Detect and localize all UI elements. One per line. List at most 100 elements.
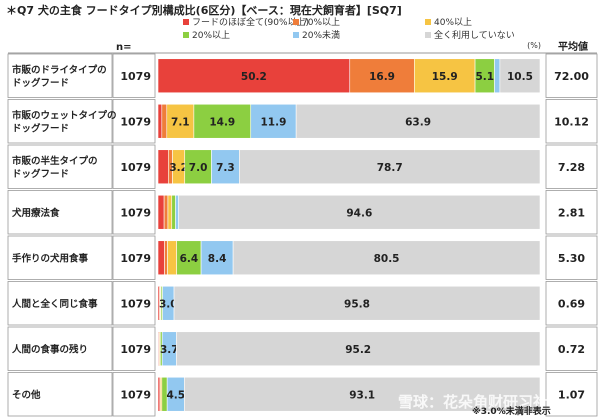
avg-cell (545, 235, 598, 280)
row-n: 1079 (120, 388, 151, 401)
bar-segment (184, 376, 541, 412)
bar-segment (157, 240, 165, 276)
footnote: ※3.0%未満非表示 (472, 405, 551, 417)
row-label: ドッグフード (12, 168, 69, 180)
legend-label: 20%未満 (302, 29, 340, 41)
legend-label: 全く利用していない (434, 29, 515, 41)
bar-segment (164, 240, 168, 276)
bar-segment (176, 240, 202, 276)
segment-label: 3.0 (159, 298, 178, 310)
row-average: 5.30 (558, 252, 585, 265)
legend: フードのほぼ全て(90%以上)70%以上 40%以上 20%以上 20%未満 全く利用し… (183, 16, 515, 41)
chart-row: 人間の食事の残り 1079 0.72 3.7 95.2 (7, 326, 598, 371)
row-average: 0.69 (558, 297, 585, 310)
label-cell (7, 281, 113, 326)
n-cell (112, 372, 156, 417)
bar-segment (193, 103, 252, 139)
n-cell (112, 190, 156, 235)
row-n: 1079 (120, 297, 151, 310)
segment-label: 4.5 (166, 389, 185, 401)
segment-label: 16.9 (369, 71, 395, 83)
chart-row: 人間と全く同じ食事 1079 0.69 3.0 95.8 (7, 281, 598, 326)
bar-segment (163, 194, 169, 230)
legend-swatch (183, 19, 189, 25)
segment-label: 8.4 (208, 253, 227, 265)
row-n: 1079 (120, 343, 151, 356)
avg-header: 平均値 (558, 40, 588, 53)
segment-label: 3.2 (169, 162, 188, 174)
segment-label: 7.1 (171, 116, 190, 128)
row-n: 1079 (120, 161, 151, 174)
bar-segment (157, 103, 163, 139)
segment-label: 94.6 (346, 207, 372, 219)
n-cell (112, 53, 156, 98)
segment-label: 93.1 (349, 389, 375, 401)
row-label: その他 (12, 389, 41, 401)
unit-label: (%) (527, 41, 541, 50)
row-label: 犬用療法食 (11, 207, 60, 219)
legend-swatch (293, 19, 299, 25)
row-label: 手作りの犬用食事 (12, 252, 89, 264)
segment-label: 95.2 (345, 344, 371, 356)
row-label: 市販のドライタイプの (12, 64, 107, 76)
bar-segment (295, 103, 541, 139)
bar-segment (157, 149, 169, 185)
legend-swatch (293, 32, 299, 38)
bar-segment (211, 149, 240, 185)
n-cell (112, 99, 156, 144)
legend-swatch (425, 32, 431, 38)
segment-label: 11.9 (260, 116, 286, 128)
bar-segment (232, 240, 541, 276)
bar-segment (157, 194, 165, 230)
avg-cell (545, 53, 598, 98)
segment-label: 80.5 (374, 253, 400, 265)
row-average: 2.81 (558, 206, 585, 219)
row-n: 1079 (120, 206, 151, 219)
avg-cell (545, 190, 598, 235)
bar-segment (414, 58, 476, 94)
legend-swatch (183, 32, 189, 38)
segment-label: 5.1 (475, 71, 494, 83)
row-label: ドッグフード (12, 77, 69, 89)
row-label: 市販のウェットタイプの (12, 109, 117, 121)
label-cell (7, 53, 113, 98)
label-cell (7, 144, 113, 189)
bar-segment (171, 194, 176, 230)
segment-label: 78.7 (377, 162, 403, 174)
legend-label: 20%以上 (192, 30, 230, 41)
bar-segment (349, 58, 415, 94)
row-average: 7.28 (558, 161, 585, 174)
legend-label: 70%以上 (302, 17, 340, 28)
bar-segment (239, 149, 541, 185)
segment-label: 50.2 (241, 71, 267, 83)
row-label: ドッグフード (12, 122, 69, 134)
label-cell (7, 326, 113, 371)
row-label: 人間と全く同じ食事 (12, 298, 98, 310)
avg-cell (545, 144, 598, 189)
row-average: 0.72 (558, 343, 585, 356)
bar-segment (157, 58, 351, 94)
legend-label: フードのほぼ全て(90%以上) (192, 16, 309, 28)
bar-segment (173, 285, 541, 321)
legend-swatch (425, 19, 431, 25)
label-cell (7, 235, 113, 280)
bar-segment (161, 103, 168, 139)
segment-label: 7.3 (216, 162, 235, 174)
chart-row: 手作りの犬用食事 1079 5.30 6.4 8.4 80.5 (7, 235, 598, 280)
chart-title: ＊Q7 犬の主食 フードタイプ別構成比(6区分)【ベース：現在犬飼育者】[SQ7… (6, 3, 402, 17)
bar-segment (178, 194, 541, 230)
bar-segment (167, 194, 173, 230)
avg-cell (545, 326, 598, 371)
row-n: 1079 (120, 115, 151, 128)
label-cell (7, 190, 113, 235)
n-cell (112, 235, 156, 280)
bar-segment (176, 331, 541, 367)
bar-segment (167, 240, 177, 276)
avg-cell (545, 372, 598, 417)
segment-label: 6.4 (180, 253, 199, 265)
bar-segment (494, 58, 501, 94)
segment-label: 3.7 (160, 344, 179, 356)
